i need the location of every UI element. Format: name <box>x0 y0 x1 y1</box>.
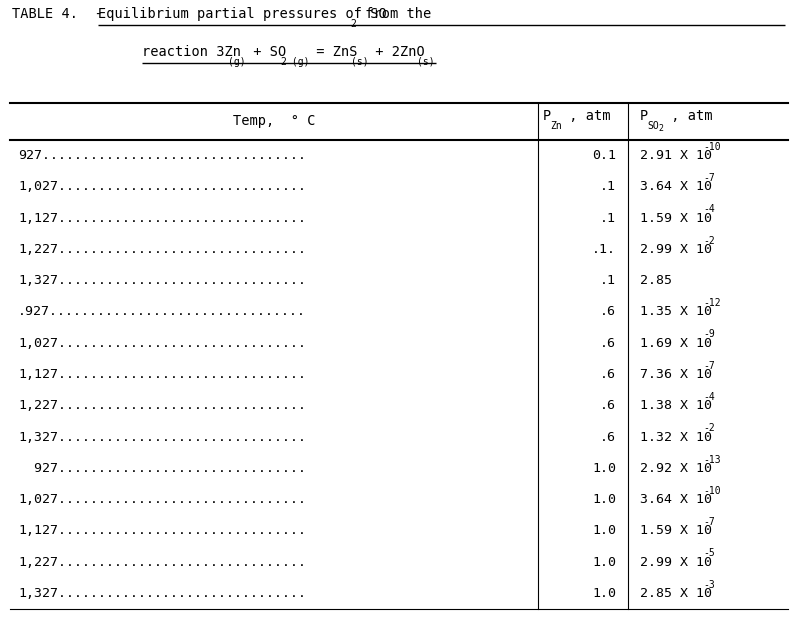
Text: (s): (s) <box>350 57 369 67</box>
Text: 1,127...............................: 1,127............................... <box>18 211 306 225</box>
Text: 1,127...............................: 1,127............................... <box>18 524 306 538</box>
Text: .1.: .1. <box>592 243 616 256</box>
Text: .6: .6 <box>600 305 616 319</box>
Text: TABLE 4.  -: TABLE 4. - <box>12 7 111 21</box>
Text: 2.85 X 10: 2.85 X 10 <box>640 587 712 600</box>
Text: 1,327...............................: 1,327............................... <box>18 430 306 444</box>
Text: -10: -10 <box>703 486 721 496</box>
Text: 1,027...............................: 1,027............................... <box>18 180 306 193</box>
Text: 1,027...............................: 1,027............................... <box>18 493 306 506</box>
Text: 1.69 X 10: 1.69 X 10 <box>640 337 712 350</box>
Text: .927................................: .927................................ <box>18 305 306 319</box>
Text: Zn: Zn <box>550 122 562 131</box>
Text: -4: -4 <box>703 392 714 402</box>
Text: -7: -7 <box>703 173 714 183</box>
Text: -7: -7 <box>703 361 714 371</box>
Text: -5: -5 <box>703 548 714 558</box>
Text: 2.91 X 10: 2.91 X 10 <box>640 149 712 162</box>
Text: -3: -3 <box>703 580 714 589</box>
Text: .6: .6 <box>600 337 616 350</box>
Text: 1.38 X 10: 1.38 X 10 <box>640 399 712 412</box>
Text: 1,327...............................: 1,327............................... <box>18 274 306 287</box>
Text: 1,127...............................: 1,127............................... <box>18 368 306 381</box>
Text: 1.0: 1.0 <box>592 556 616 569</box>
Text: 1.59 X 10: 1.59 X 10 <box>640 211 712 225</box>
Text: .1: .1 <box>600 211 616 225</box>
Text: 3.64 X 10: 3.64 X 10 <box>640 493 712 506</box>
Text: -7: -7 <box>703 517 714 527</box>
Text: , atm: , atm <box>561 110 610 124</box>
Text: 1,227...............................: 1,227............................... <box>18 243 306 256</box>
Text: (g): (g) <box>229 57 246 67</box>
Text: = ZnS: = ZnS <box>307 45 357 59</box>
Text: 3.64 X 10: 3.64 X 10 <box>640 180 712 193</box>
Text: 1.0: 1.0 <box>592 462 616 475</box>
Text: 1.35 X 10: 1.35 X 10 <box>640 305 712 319</box>
Text: .1: .1 <box>600 180 616 193</box>
Text: 1,327...............................: 1,327............................... <box>18 587 306 600</box>
Text: , atm: , atm <box>663 110 713 124</box>
Text: .6: .6 <box>600 368 616 381</box>
Text: reaction 3Zn: reaction 3Zn <box>142 45 241 59</box>
Text: 2.99 X 10: 2.99 X 10 <box>640 556 712 569</box>
Text: 1.59 X 10: 1.59 X 10 <box>640 524 712 538</box>
Text: 1,027...............................: 1,027............................... <box>18 337 306 350</box>
Text: SO: SO <box>647 122 659 131</box>
Text: 0.1: 0.1 <box>592 149 616 162</box>
Text: -10: -10 <box>703 142 721 152</box>
Text: -9: -9 <box>703 329 714 339</box>
Text: 1,227...............................: 1,227............................... <box>18 556 306 569</box>
Text: P: P <box>640 110 648 124</box>
Text: 2: 2 <box>281 57 286 67</box>
Text: Temp,  ° C: Temp, ° C <box>233 114 315 129</box>
Text: 1.0: 1.0 <box>592 493 616 506</box>
Text: .1: .1 <box>600 274 616 287</box>
Text: -2: -2 <box>703 236 714 245</box>
Text: 7.36 X 10: 7.36 X 10 <box>640 368 712 381</box>
Text: 2.92 X 10: 2.92 X 10 <box>640 462 712 475</box>
Text: 2: 2 <box>350 19 356 29</box>
Text: 1.32 X 10: 1.32 X 10 <box>640 430 712 444</box>
Text: P: P <box>543 110 551 124</box>
Text: from the: from the <box>357 7 431 21</box>
Text: 2.85: 2.85 <box>640 274 672 287</box>
Text: 1.0: 1.0 <box>592 587 616 600</box>
Text: 1.0: 1.0 <box>592 524 616 538</box>
Text: Equilibrium partial pressures of SO: Equilibrium partial pressures of SO <box>98 7 387 21</box>
Text: 1,227...............................: 1,227............................... <box>18 399 306 412</box>
Text: 2.99 X 10: 2.99 X 10 <box>640 243 712 256</box>
Text: -2: -2 <box>703 423 714 433</box>
Text: (s): (s) <box>418 57 435 67</box>
Text: 2: 2 <box>658 124 663 133</box>
Text: (g): (g) <box>286 57 310 67</box>
Text: + 2ZnO: + 2ZnO <box>367 45 425 59</box>
Text: -13: -13 <box>703 454 721 464</box>
Text: -4: -4 <box>703 204 714 215</box>
Text: 927...............................: 927............................... <box>18 462 306 475</box>
Text: + SO: + SO <box>245 45 286 59</box>
Text: 927.................................: 927................................. <box>18 149 306 162</box>
Text: .6: .6 <box>600 399 616 412</box>
Text: -12: -12 <box>703 298 721 308</box>
Text: .6: .6 <box>600 430 616 444</box>
